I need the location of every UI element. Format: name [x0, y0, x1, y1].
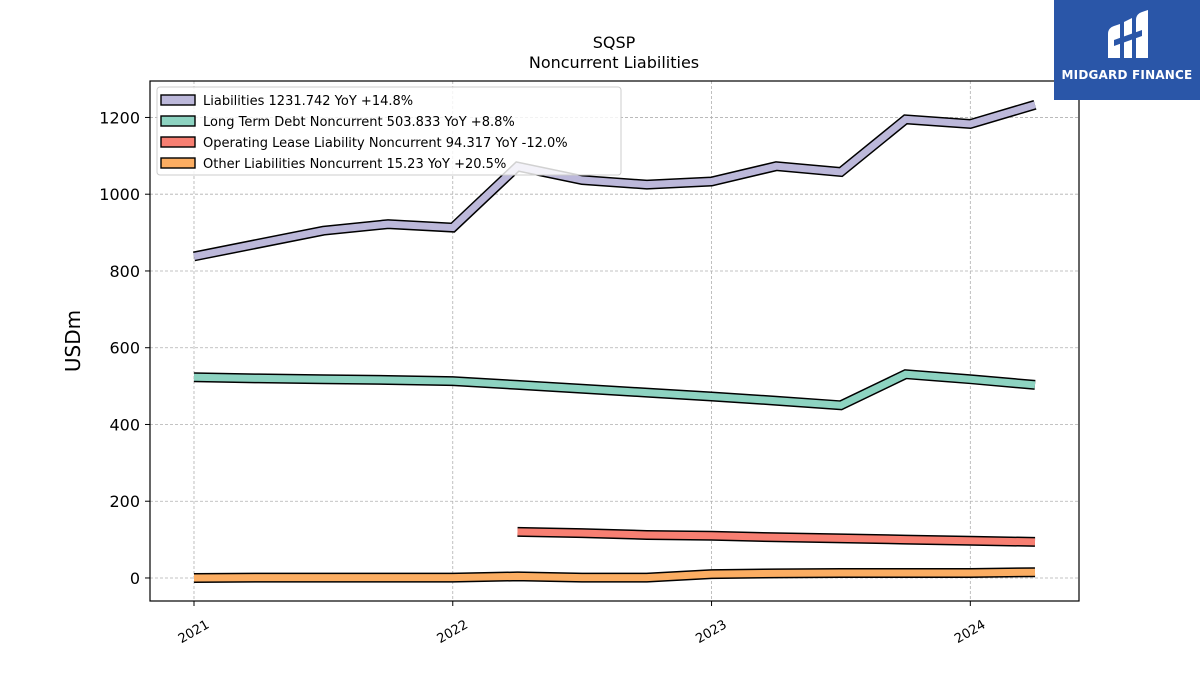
data-point — [708, 393, 715, 400]
legend-entry: Other Liabilities Noncurrent 15.23 YoY +… — [203, 157, 506, 172]
data-point — [708, 178, 715, 185]
data-point — [643, 574, 650, 581]
data-point — [579, 530, 586, 537]
legend-box — [156, 86, 622, 176]
data-point — [514, 528, 521, 535]
y-tick-label: 800 — [109, 262, 140, 281]
data-point — [773, 163, 780, 170]
x-tick-label: 2024 — [952, 617, 988, 647]
data-point — [967, 376, 974, 383]
legend-swatch — [160, 136, 196, 148]
data-point — [837, 169, 844, 176]
data-point — [902, 371, 909, 378]
legend-entry: Long Term Debt Noncurrent 503.833 YoY +8… — [203, 115, 515, 130]
data-point — [1032, 538, 1039, 545]
data-point — [385, 377, 392, 384]
data-point — [708, 532, 715, 539]
y-tick-label: 400 — [109, 415, 140, 434]
series-lines — [191, 100, 1039, 583]
data-point — [449, 378, 456, 385]
series-line-1 — [193, 370, 1036, 409]
series-line-0 — [193, 101, 1036, 260]
legend-swatch — [160, 157, 196, 169]
data-point — [514, 381, 521, 388]
y-tick-label: 0 — [130, 569, 140, 588]
data-point — [449, 224, 456, 231]
data-point — [643, 532, 650, 539]
legend-entry: Liabilities 1231.742 YoY +14.8% — [203, 94, 413, 109]
data-point — [191, 575, 198, 582]
data-point — [837, 535, 844, 542]
data-point — [579, 177, 586, 184]
data-point — [643, 389, 650, 396]
midgard-finance-logo: MIDGARD FINANCE — [1054, 0, 1200, 100]
y-axis: 0 200 400 600 800 1000 1200 — [99, 108, 150, 588]
y-axis-label: USDm — [61, 310, 85, 372]
logo-text: MIDGARD FINANCE — [1061, 68, 1193, 82]
data-point — [255, 574, 262, 581]
series-line-3 — [193, 568, 1036, 582]
legend-entry: Operating Lease Liability Noncurrent 94.… — [203, 136, 568, 151]
data-point — [191, 374, 198, 381]
data-point — [320, 376, 327, 383]
legend-swatch — [160, 115, 196, 127]
data-point — [837, 570, 844, 577]
data-point — [579, 574, 586, 581]
chart-title: SQSP — [593, 33, 636, 52]
data-point — [837, 402, 844, 409]
data-point — [320, 227, 327, 234]
y-tick-label: 600 — [109, 339, 140, 358]
data-point — [773, 397, 780, 404]
data-point — [385, 574, 392, 581]
data-point — [1032, 381, 1039, 388]
data-point — [902, 570, 909, 577]
data-point — [579, 385, 586, 392]
data-point — [449, 574, 456, 581]
x-tick-label: 2023 — [693, 617, 729, 647]
data-point — [902, 116, 909, 123]
data-point — [773, 534, 780, 541]
data-point — [514, 573, 521, 580]
y-tick-label: 1000 — [99, 185, 140, 204]
chart-subtitle: Noncurrent Liabilities — [529, 53, 699, 72]
data-point — [255, 375, 262, 382]
series-line-2 — [517, 528, 1036, 546]
data-point — [773, 570, 780, 577]
y-tick-label: 200 — [109, 492, 140, 511]
x-axis: 2021 2022 2023 2024 — [176, 601, 988, 647]
data-point — [967, 570, 974, 577]
data-point — [643, 181, 650, 188]
data-point — [967, 537, 974, 544]
plot-area-frame — [149, 80, 1080, 602]
x-tick-label: 2021 — [176, 617, 212, 647]
data-point — [967, 121, 974, 128]
data-point — [1032, 569, 1039, 576]
y-tick-label: 1200 — [99, 108, 140, 127]
logo-mark-icon — [1108, 10, 1148, 58]
data-point — [191, 253, 198, 260]
data-point — [320, 574, 327, 581]
data-point — [385, 221, 392, 228]
data-point — [902, 536, 909, 543]
data-point — [1032, 101, 1039, 108]
x-tick-label: 2022 — [435, 617, 471, 647]
legend: Liabilities 1231.742 YoY +14.8% Long Term… — [156, 86, 622, 176]
data-point — [708, 571, 715, 578]
legend-swatch — [160, 94, 196, 106]
